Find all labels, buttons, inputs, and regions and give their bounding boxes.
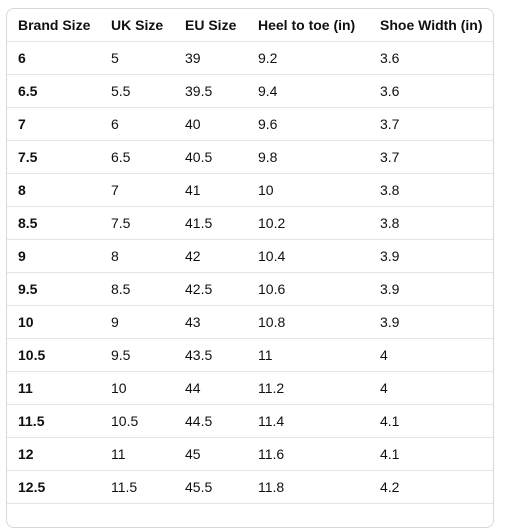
cell-shoe-width: 4.1 [369,404,493,438]
cell-heel-to-toe: 11.4 [247,404,369,438]
cell-heel-to-toe: 11.6 [247,437,369,471]
cell-brand-size: 11 [7,371,100,405]
cell-eu-size: 40 [174,107,247,141]
cell-brand-size: 10 [7,305,100,339]
cell-brand-size: 7.5 [7,140,100,174]
cell-shoe-width: 3.6 [369,74,493,108]
table-row: 9 8 42 10.4 3.9 [7,239,493,273]
cell-heel-to-toe: 9.4 [247,74,369,108]
cell-uk-size: 6 [100,107,174,141]
table-row: 6.5 5.5 39.5 9.4 3.6 [7,74,493,108]
table-row: 7.5 6.5 40.5 9.8 3.7 [7,140,493,174]
cell-eu-size: 40.5 [174,140,247,174]
cell-heel-to-toe: 10.6 [247,272,369,306]
column-header-heel-to-toe: Heel to toe (in) [247,9,369,42]
table-header-row: Brand Size UK Size EU Size Heel to toe (… [7,9,493,42]
cell-brand-size: 11.5 [7,404,100,438]
cell-heel-to-toe: 10.2 [247,206,369,240]
cell-brand-size: 9.5 [7,272,100,306]
cell-brand-size: 8.5 [7,206,100,240]
cell-heel-to-toe: 11.8 [247,470,369,504]
cell-uk-size: 6.5 [100,140,174,174]
cell-shoe-width: 4 [369,371,493,405]
cell-eu-size: 41.5 [174,206,247,240]
cell-brand-size: 10.5 [7,338,100,372]
size-chart-table: Brand Size UK Size EU Size Heel to toe (… [7,9,493,504]
cell-shoe-width: 3.7 [369,107,493,141]
cell-uk-size: 5 [100,41,174,75]
cell-uk-size: 11 [100,437,174,471]
cell-uk-size: 10 [100,371,174,405]
table-row: 10 9 43 10.8 3.9 [7,305,493,339]
cell-eu-size: 43.5 [174,338,247,372]
cell-uk-size: 10.5 [100,404,174,438]
cell-shoe-width: 3.9 [369,305,493,339]
cell-brand-size: 6.5 [7,74,100,108]
cell-heel-to-toe: 10.4 [247,239,369,273]
cell-brand-size: 8 [7,173,100,207]
cell-uk-size: 5.5 [100,74,174,108]
cell-brand-size: 12 [7,437,100,471]
cell-eu-size: 42 [174,239,247,273]
table-row: 11 10 44 11.2 4 [7,371,493,405]
table-row: 6 5 39 9.2 3.6 [7,41,493,75]
cell-shoe-width: 3.8 [369,173,493,207]
cell-brand-size: 9 [7,239,100,273]
cell-uk-size: 9 [100,305,174,339]
table-row: 12 11 45 11.6 4.1 [7,437,493,471]
cell-heel-to-toe: 11.2 [247,371,369,405]
cell-brand-size: 7 [7,107,100,141]
cell-eu-size: 39.5 [174,74,247,108]
cell-eu-size: 39 [174,41,247,75]
cell-shoe-width: 3.8 [369,206,493,240]
table-row: 12.5 11.5 45.5 11.8 4.2 [7,470,493,504]
size-chart-table-container: Brand Size UK Size EU Size Heel to toe (… [6,8,494,528]
column-header-shoe-width: Shoe Width (in) [369,9,493,42]
cell-shoe-width: 3.7 [369,140,493,174]
cell-eu-size: 41 [174,173,247,207]
table-row: 7 6 40 9.6 3.7 [7,107,493,141]
cell-eu-size: 44.5 [174,404,247,438]
cell-heel-to-toe: 9.6 [247,107,369,141]
cell-shoe-width: 4.1 [369,437,493,471]
table-row: 8.5 7.5 41.5 10.2 3.8 [7,206,493,240]
cell-heel-to-toe: 11 [247,338,369,372]
cell-eu-size: 44 [174,371,247,405]
column-header-eu-size: EU Size [174,9,247,42]
cell-brand-size: 6 [7,41,100,75]
cell-eu-size: 45 [174,437,247,471]
cell-uk-size: 7.5 [100,206,174,240]
column-header-brand-size: Brand Size [7,9,100,42]
cell-uk-size: 7 [100,173,174,207]
cell-uk-size: 8.5 [100,272,174,306]
cell-eu-size: 43 [174,305,247,339]
cell-shoe-width: 3.9 [369,272,493,306]
cell-shoe-width: 4 [369,338,493,372]
cell-uk-size: 8 [100,239,174,273]
cell-heel-to-toe: 10.8 [247,305,369,339]
table-row: 10.5 9.5 43.5 11 4 [7,338,493,372]
table-row: 8 7 41 10 3.8 [7,173,493,207]
table-row: 11.5 10.5 44.5 11.4 4.1 [7,404,493,438]
cell-uk-size: 9.5 [100,338,174,372]
cell-shoe-width: 3.6 [369,41,493,75]
cell-shoe-width: 4.2 [369,470,493,504]
column-header-uk-size: UK Size [100,9,174,42]
cell-heel-to-toe: 10 [247,173,369,207]
cell-heel-to-toe: 9.8 [247,140,369,174]
table-row: 9.5 8.5 42.5 10.6 3.9 [7,272,493,306]
cell-uk-size: 11.5 [100,470,174,504]
cell-brand-size: 12.5 [7,470,100,504]
cell-eu-size: 42.5 [174,272,247,306]
cell-heel-to-toe: 9.2 [247,41,369,75]
cell-shoe-width: 3.9 [369,239,493,273]
cell-eu-size: 45.5 [174,470,247,504]
